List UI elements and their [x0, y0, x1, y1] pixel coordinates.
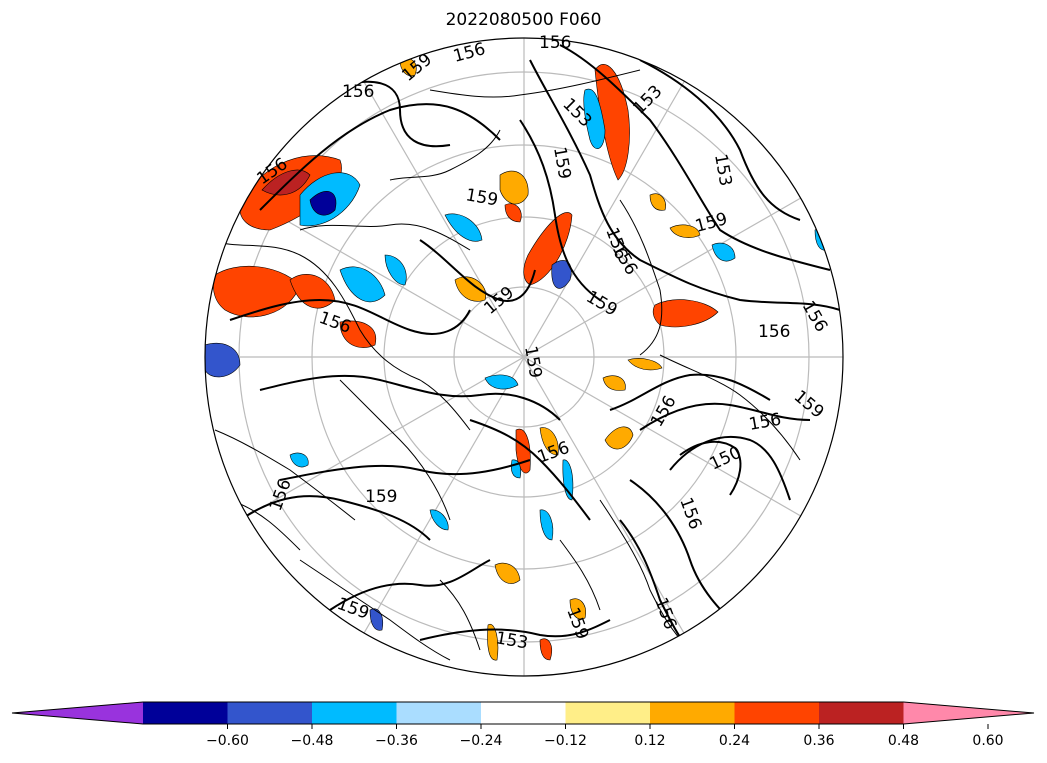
- contour-label: 156: [747, 410, 782, 435]
- colorbar-extend-min: [12, 702, 143, 724]
- colorbar: [11, 701, 1035, 729]
- colorbar-tick-label: −0.36: [375, 733, 418, 749]
- graticule: [205, 38, 843, 676]
- contour-label: 153: [494, 628, 529, 653]
- contour-label: 159: [549, 145, 574, 180]
- contour-label: 159: [334, 594, 371, 624]
- contour-label: 156: [758, 322, 790, 342]
- colorbar-tick-label: −0.24: [459, 733, 503, 749]
- contour-label: 156: [342, 82, 374, 102]
- colorbar-segment: [565, 702, 651, 724]
- contour-label: 150: [707, 443, 745, 475]
- contour-label: 156: [539, 33, 571, 53]
- colorbar-segment: [143, 702, 228, 724]
- colorbar-extend-max: [903, 702, 1034, 724]
- colorbar-tick-label: −0.60: [206, 733, 249, 749]
- contour-label: 159: [790, 387, 828, 423]
- map-boundary: [204, 37, 844, 677]
- colorbar-segment: [227, 702, 313, 724]
- colorbar-tick-label: 0.48: [887, 733, 920, 749]
- contour-label: 156: [650, 595, 680, 632]
- colorbar-segment: [819, 702, 904, 724]
- colorbar-segment: [481, 702, 566, 724]
- colorbar-tick-label: 0.12: [634, 733, 666, 749]
- colorbar-segment: [650, 702, 735, 724]
- contour-label: 159: [562, 605, 592, 642]
- contour-label: 156: [266, 476, 296, 513]
- colorbar-segment: [396, 702, 482, 724]
- colorbar-tick-label: 0.24: [718, 733, 751, 749]
- colorbar-segment: [734, 702, 820, 724]
- contour-label: 153: [629, 81, 666, 118]
- contour-label: 159: [464, 185, 499, 210]
- shaded-anomalies: [205, 58, 829, 661]
- contour-label: 159: [365, 487, 397, 507]
- coastlines: [209, 69, 801, 661]
- contour-label: 156: [316, 308, 353, 338]
- colorbar-tick-label: −0.48: [290, 733, 334, 749]
- contour-labels: 156 159 156 156 153 153 156 159 153 159 …: [253, 33, 831, 654]
- colorbar-tick-label: −0.12: [544, 733, 587, 749]
- colorbar-segment: [312, 702, 397, 724]
- contour-label: 159: [398, 50, 436, 86]
- colorbar-tick-label: 0.36: [803, 733, 835, 749]
- colorbar-tick-label: 0.60: [972, 733, 1004, 749]
- map-title: 2022080500 F060: [445, 10, 602, 30]
- contour-label: 153: [710, 152, 735, 187]
- colorbar-outline: [11, 701, 1035, 725]
- contour-label: 156: [675, 495, 705, 532]
